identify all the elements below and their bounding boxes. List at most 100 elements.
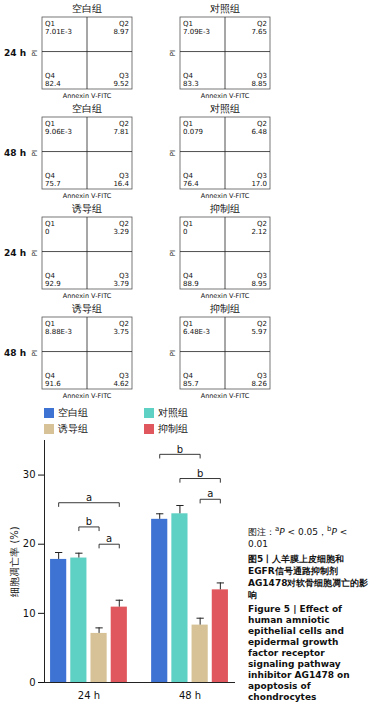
svg-text:8.85: 8.85 [251, 80, 267, 88]
svg-text:6.48: 6.48 [251, 128, 267, 136]
svg-text:30: 30 [23, 469, 36, 480]
svg-text:91.6: 91.6 [45, 380, 61, 388]
svg-text:75.7: 75.7 [45, 180, 61, 188]
svg-text:Annexin V-FITC: Annexin V-FITC [63, 292, 112, 300]
svg-text:细胞凋亡率 (%): 细胞凋亡率 (%) [9, 526, 20, 597]
svg-text:Q2: Q2 [257, 120, 267, 128]
svg-text:85.7: 85.7 [183, 380, 199, 388]
svg-text:Annexin V-FITC: Annexin V-FITC [201, 92, 250, 100]
svg-text:24 h: 24 h [4, 48, 26, 58]
svg-text:76.4: 76.4 [183, 180, 199, 188]
svg-text:诱导组: 诱导组 [72, 303, 102, 314]
svg-text:Annexin V-FITC: Annexin V-FITC [63, 92, 112, 100]
svg-text:抑制组: 抑制组 [210, 303, 240, 314]
svg-text:PI: PI [31, 150, 39, 156]
svg-text:PI: PI [31, 50, 39, 56]
svg-text:Q4: Q4 [45, 72, 56, 80]
svg-text:Q2: Q2 [119, 220, 129, 228]
svg-text:PI: PI [169, 150, 177, 156]
svg-text:Q4: Q4 [45, 272, 56, 280]
svg-text:3.79: 3.79 [113, 280, 129, 288]
svg-text:Q4: Q4 [45, 372, 56, 380]
svg-text:Annexin V-FITC: Annexin V-FITC [63, 192, 112, 200]
svg-text:6.48E-3: 6.48E-3 [183, 328, 210, 336]
svg-text:7.65: 7.65 [251, 28, 267, 36]
svg-text:Q1: Q1 [45, 120, 55, 128]
svg-text:a: a [207, 488, 213, 499]
svg-text:Q3: Q3 [119, 172, 129, 180]
svg-text:3.29: 3.29 [113, 228, 129, 236]
svg-text:Q4: Q4 [183, 372, 194, 380]
svg-text:Q1: Q1 [183, 320, 193, 328]
svg-text:对照组: 对照组 [210, 103, 240, 114]
svg-text:Q2: Q2 [257, 220, 267, 228]
svg-text:诱导组: 诱导组 [72, 203, 102, 214]
svg-text:Q2: Q2 [257, 20, 267, 28]
svg-text:空白组: 空白组 [72, 103, 102, 114]
svg-text:Q3: Q3 [257, 72, 267, 80]
svg-text:7.09E-3: 7.09E-3 [183, 28, 210, 36]
svg-text:b: b [177, 444, 183, 455]
svg-text:Q1: Q1 [183, 20, 193, 28]
svg-text:8.26: 8.26 [251, 380, 267, 388]
svg-text:17.0: 17.0 [251, 180, 267, 188]
svg-text:24 h: 24 h [4, 248, 26, 258]
svg-text:Q2: Q2 [119, 120, 129, 128]
svg-text:2.12: 2.12 [251, 228, 267, 236]
svg-text:对照组: 对照组 [210, 3, 240, 14]
svg-text:Q2: Q2 [119, 20, 129, 28]
svg-text:20: 20 [23, 538, 36, 549]
svg-text:8.88E-3: 8.88E-3 [45, 328, 72, 336]
svg-text:Q3: Q3 [257, 272, 267, 280]
svg-text:Annexin V-FITC: Annexin V-FITC [63, 392, 112, 400]
svg-text:24 h: 24 h [78, 690, 100, 701]
svg-text:82.4: 82.4 [45, 80, 61, 88]
svg-text:Annexin V-FITC: Annexin V-FITC [201, 192, 250, 200]
svg-text:0: 0 [45, 228, 49, 236]
svg-text:a: a [106, 533, 112, 544]
svg-text:0.079: 0.079 [183, 128, 203, 136]
svg-text:Q4: Q4 [45, 172, 56, 180]
svg-text:b: b [86, 516, 92, 527]
svg-text:92.9: 92.9 [45, 280, 61, 288]
svg-text:抑制组: 抑制组 [210, 203, 240, 214]
svg-text:83.3: 83.3 [183, 80, 199, 88]
svg-text:5.97: 5.97 [251, 328, 267, 336]
svg-text:Q2: Q2 [257, 320, 267, 328]
svg-text:0: 0 [183, 228, 187, 236]
svg-text:Q4: Q4 [183, 172, 194, 180]
svg-text:10: 10 [23, 608, 36, 619]
svg-text:PI: PI [169, 50, 177, 56]
svg-text:Q3: Q3 [119, 72, 129, 80]
svg-text:0: 0 [29, 677, 35, 688]
svg-text:4.62: 4.62 [113, 380, 129, 388]
svg-text:Q3: Q3 [119, 272, 129, 280]
svg-text:8.95: 8.95 [251, 280, 267, 288]
svg-text:9.52: 9.52 [113, 80, 129, 88]
svg-text:Q4: Q4 [183, 72, 194, 80]
svg-text:Q3: Q3 [257, 372, 267, 380]
svg-text:a: a [86, 492, 92, 503]
svg-text:PI: PI [31, 350, 39, 356]
svg-text:Q1: Q1 [183, 220, 193, 228]
svg-text:Q3: Q3 [119, 372, 129, 380]
svg-text:88.9: 88.9 [183, 280, 199, 288]
svg-text:PI: PI [169, 250, 177, 256]
svg-text:9.06E-3: 9.06E-3 [45, 128, 72, 136]
svg-text:Q3: Q3 [257, 172, 267, 180]
svg-text:7.01E-3: 7.01E-3 [45, 28, 72, 36]
svg-text:Q1: Q1 [183, 120, 193, 128]
svg-text:3.75: 3.75 [113, 328, 129, 336]
svg-text:8.97: 8.97 [113, 28, 129, 36]
svg-text:Annexin V-FITC: Annexin V-FITC [201, 392, 250, 400]
svg-text:48 h: 48 h [4, 148, 26, 158]
svg-text:Q1: Q1 [45, 220, 55, 228]
svg-text:Q4: Q4 [183, 272, 194, 280]
svg-text:48 h: 48 h [4, 348, 26, 358]
svg-text:7.81: 7.81 [113, 128, 129, 136]
svg-text:Q2: Q2 [119, 320, 129, 328]
svg-text:PI: PI [169, 350, 177, 356]
svg-text:48 h: 48 h [179, 690, 201, 701]
svg-text:b: b [197, 468, 203, 479]
svg-text:Q1: Q1 [45, 320, 55, 328]
